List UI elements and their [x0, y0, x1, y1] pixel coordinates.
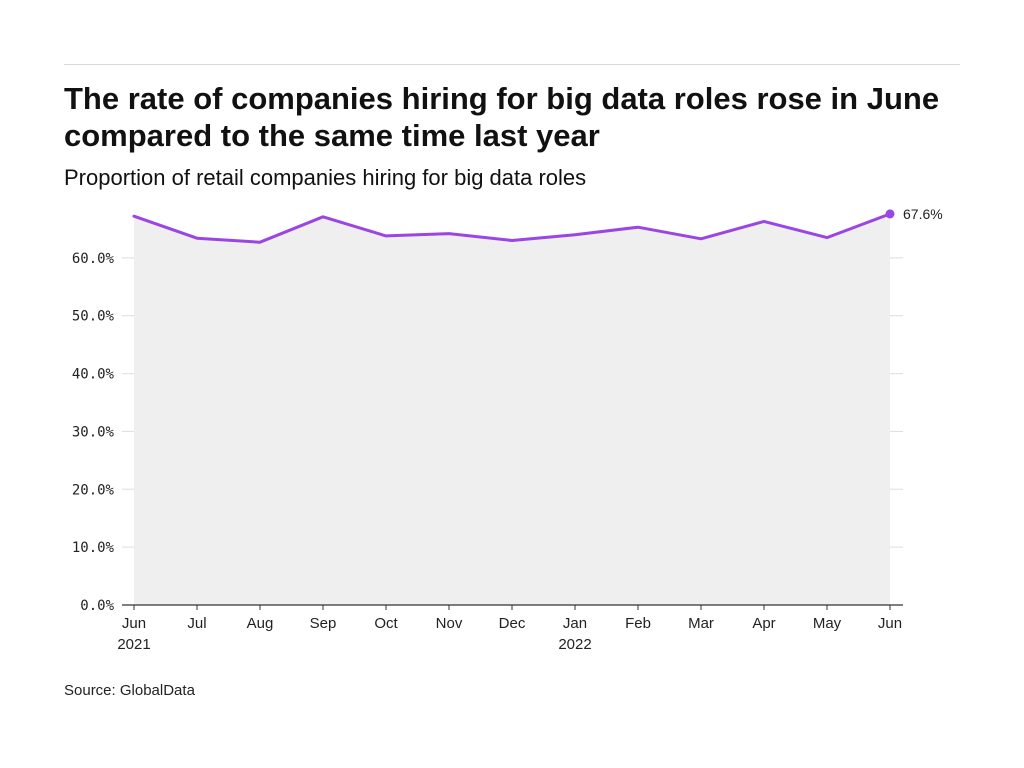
- x-tick-label: Nov: [436, 615, 463, 632]
- x-tick-year-label: 2022: [558, 636, 591, 653]
- y-tick-label: 40.0%: [72, 367, 115, 383]
- chart-title: The rate of companies hiring for big dat…: [64, 81, 940, 153]
- series-area: [134, 213, 890, 605]
- x-tick-label: Jun: [878, 615, 902, 632]
- x-tick-label: Oct: [374, 615, 398, 632]
- x-tick-label: Feb: [625, 615, 651, 632]
- x-tick-label: Apr: [752, 615, 775, 632]
- end-point-marker: [885, 209, 895, 219]
- top-divider: [64, 64, 960, 65]
- x-tick-label: Mar: [688, 615, 714, 632]
- x-tick-label: Sep: [310, 615, 337, 632]
- x-tick-label: Dec: [499, 615, 526, 632]
- chart-subtitle: Proportion of retail companies hiring fo…: [64, 165, 587, 190]
- source-note: Source: GlobalData: [64, 682, 195, 699]
- x-tick-year-label: 2021: [117, 636, 150, 653]
- x-tick-label: Jun: [122, 615, 146, 632]
- y-tick-label: 0.0%: [80, 598, 114, 614]
- x-tick-label: Jul: [187, 615, 206, 632]
- y-tick-label: 60.0%: [72, 251, 115, 267]
- x-axis-ticks: Jun 2021 Jul Aug Sep Oct Nov Dec Jan 2022 Feb Mar Ap…: [117, 605, 902, 653]
- y-tick-label: 10.0%: [72, 540, 115, 556]
- y-tick-label: 50.0%: [72, 309, 115, 325]
- y-axis-ticks: 0.0% 10.0% 20.0% 30.0% 40.0% 50.0% 60.0%: [72, 251, 115, 614]
- x-tick-label: Jan: [563, 615, 587, 632]
- series-line: [132, 212, 892, 244]
- x-tick-label: Aug: [247, 615, 274, 632]
- y-tick-label: 20.0%: [72, 482, 115, 498]
- end-value-label: 67.6%: [903, 206, 943, 222]
- x-tick-label: May: [813, 615, 842, 632]
- y-tick-label: 30.0%: [72, 424, 115, 440]
